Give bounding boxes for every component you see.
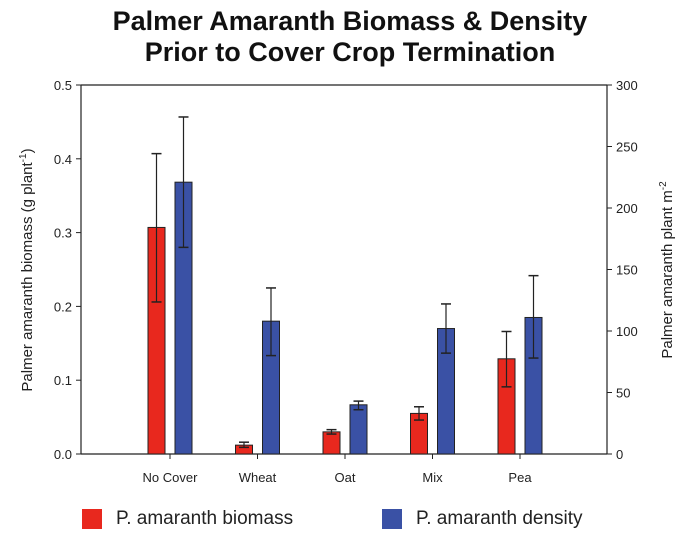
x-tick-label: Pea [508, 470, 532, 485]
y2-tick-label: 300 [616, 78, 638, 93]
bar-biomass [322, 431, 341, 455]
title-line-1: Palmer Amaranth Biomass & Density [112, 6, 588, 36]
y-axis-label-sup: -1 [18, 153, 29, 162]
y-axis-label: Palmer amaranth biomass (g plant-1) [18, 148, 36, 391]
bar-density [349, 404, 368, 455]
y2-axis-label-sup: -2 [658, 181, 669, 190]
legend-label-biomass: P. amaranth biomass [116, 508, 294, 529]
legend-item-density: P. amaranth density [382, 508, 583, 530]
y-tick-label: 0.4 [54, 152, 72, 167]
y2-tick-label: 150 [616, 263, 638, 278]
y2-tick-label: 100 [616, 324, 638, 339]
legend-swatch-density [382, 509, 402, 529]
y-tick-label: 0.1 [54, 373, 72, 388]
legend-label-density: P. amaranth density [416, 508, 583, 529]
legend-item-biomass: P. amaranth biomass [82, 508, 293, 530]
y2-tick-label: 0 [616, 447, 623, 462]
y2-tick-label: 250 [616, 140, 638, 155]
x-tick-label: Oat [335, 470, 356, 485]
x-tick-label: No Cover [143, 470, 199, 485]
legend-swatch-biomass [82, 509, 102, 529]
x-tick-label: Wheat [239, 470, 277, 485]
y-tick-label: 0.0 [54, 447, 72, 462]
y2-tick-label: 200 [616, 201, 638, 216]
y-tick-label: 0.2 [54, 299, 72, 314]
y2-tick-label: 50 [616, 386, 630, 401]
title-line-2: Prior to Cover Crop Termination [144, 37, 556, 67]
y2-axis-label: Palmer amaranth plant m-2 [658, 181, 676, 359]
y-axis-label-end: ) [19, 148, 36, 153]
y-tick-label: 0.3 [54, 226, 72, 241]
y-tick-label: 0.5 [54, 78, 72, 93]
chart-title: Palmer Amaranth Biomass & Density Prior … [0, 6, 700, 68]
x-tick-label: Mix [422, 470, 443, 485]
